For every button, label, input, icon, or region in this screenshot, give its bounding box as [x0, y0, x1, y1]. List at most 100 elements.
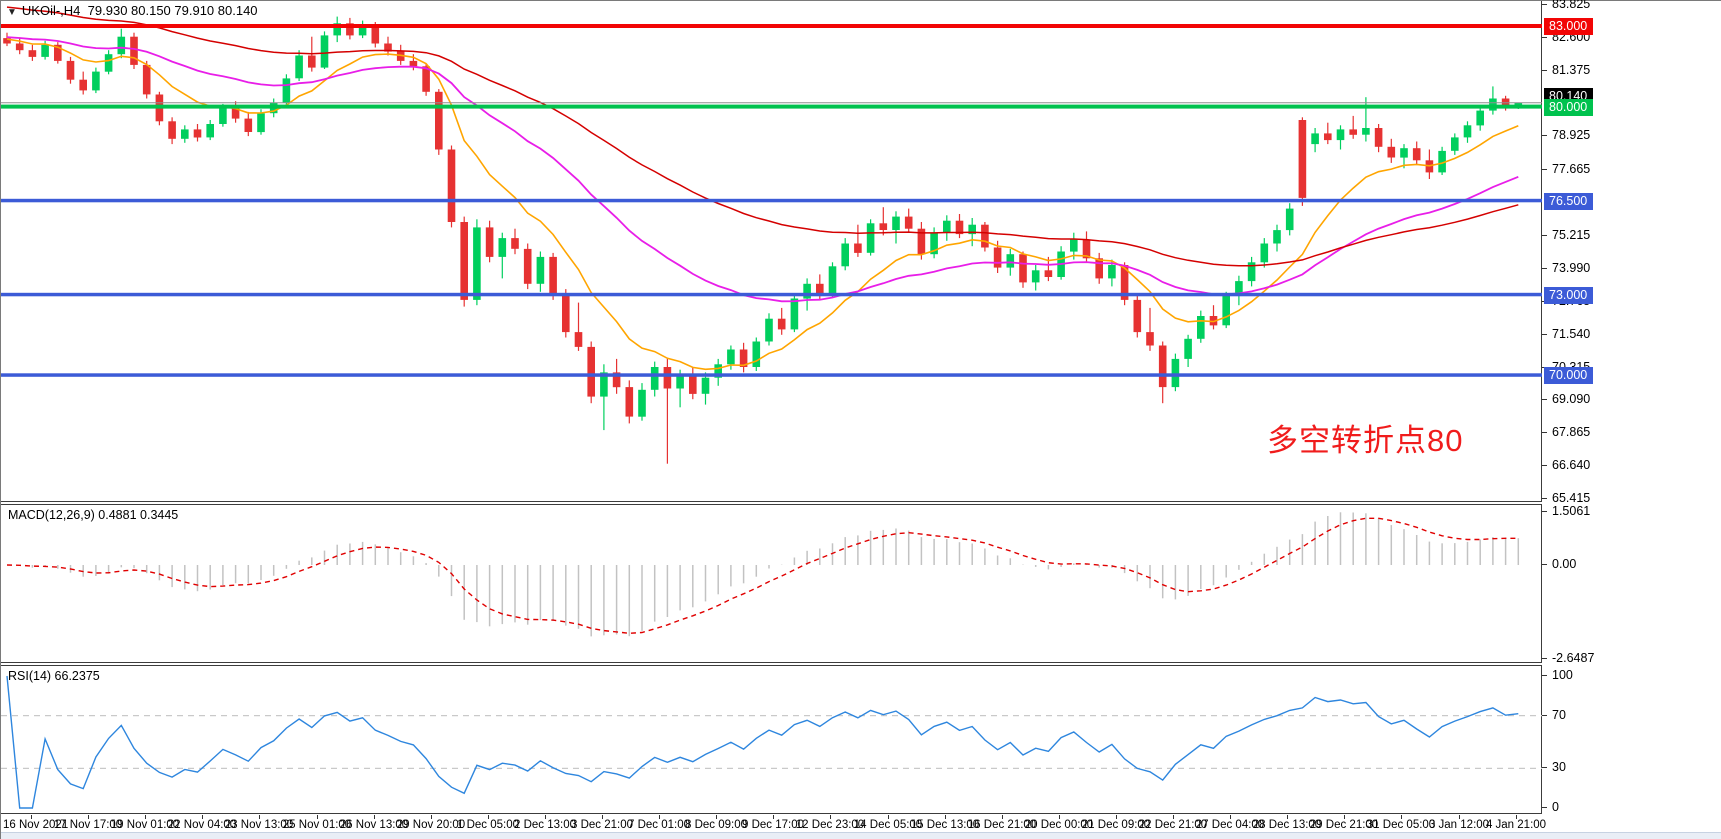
date-tick-mark: [716, 815, 717, 819]
price-panel[interactable]: ▼ UKOil-,H4 79.930 80.150 79.910 80.140 多…: [1, 1, 1542, 502]
price-tick-label: 69.090: [1552, 392, 1591, 406]
candle-body: [3, 38, 11, 44]
candle-body: [1209, 316, 1218, 326]
candle-body: [193, 129, 202, 138]
date-tick-label: 17 Nov 17:00: [53, 819, 123, 831]
price-tick-mark: [1542, 70, 1547, 71]
price-tick-label: 73.990: [1552, 261, 1591, 275]
macd-label: MACD(12,26,9) 0.4881 0.3445: [8, 508, 179, 522]
candle-body: [1171, 358, 1180, 388]
ohlc-quote-label: 79.930 80.150 79.910 80.140: [87, 3, 258, 18]
level-line-80.000[interactable]: [1, 104, 1542, 109]
date-tick-mark: [374, 815, 375, 819]
candle-body: [625, 387, 634, 417]
level-price-flag-83.000: 83.000: [1544, 18, 1594, 35]
candle-body: [422, 66, 430, 92]
rsi-tick-mark: [1542, 767, 1547, 768]
date-tick-label: 27 Dec 04:00: [1195, 819, 1265, 831]
date-tick-label: 15 Dec 13:00: [910, 819, 980, 831]
candle-body: [485, 227, 494, 257]
price-tick-label: 83.825: [1552, 0, 1591, 11]
candle-body: [1387, 146, 1396, 158]
candle-body: [447, 149, 456, 222]
date-tick-mark: [773, 815, 774, 819]
candle-body: [320, 35, 329, 68]
level-line-83.000[interactable]: [1, 24, 1542, 28]
candle-body: [1095, 258, 1103, 279]
candle-body: [1400, 148, 1408, 158]
candle-body: [396, 51, 405, 61]
date-tick-label: 25 Nov 01:00: [282, 819, 352, 831]
candle-body: [1298, 120, 1307, 198]
macd-chart-svg[interactable]: [1, 505, 1542, 662]
price-tick-label: 71.540: [1552, 327, 1591, 341]
candle-body: [409, 60, 418, 67]
date-tick-label: 26 Nov 13:00: [339, 819, 409, 831]
candle-body: [1362, 128, 1370, 135]
price-tick-mark: [1542, 268, 1547, 269]
symbol-dropdown-icon[interactable]: ▼: [7, 7, 17, 18]
macd-tick-label: -2.6487: [1552, 651, 1595, 665]
level-line-70.000[interactable]: [1, 373, 1542, 377]
date-tick-mark: [1516, 815, 1517, 819]
candle-body: [1082, 239, 1091, 259]
ma-slow-line: [6, 6, 1519, 267]
price-axis[interactable]: 83.825 82.600 81.375 78.925 77.665 75.215 73.9…: [1542, 0, 1721, 815]
candle-body: [435, 91, 443, 150]
date-tick-mark: [1116, 815, 1117, 819]
level-line-76.500[interactable]: [1, 198, 1542, 203]
date-tick-label: 12 Dec 23:00: [795, 819, 865, 831]
candle-body: [574, 332, 583, 347]
price-chart-svg[interactable]: [1, 1, 1542, 500]
date-tick-label: 1 Dec 05:00: [456, 819, 520, 831]
candle-body: [1019, 254, 1027, 283]
candle-body: [1031, 270, 1040, 283]
rsi-tick-label: 70: [1552, 708, 1566, 722]
date-tick-mark: [830, 815, 831, 819]
macd-panel[interactable]: MACD(12,26,9) 0.4881 0.3445: [1, 504, 1542, 663]
candle-body: [1374, 128, 1383, 147]
candle-body: [663, 367, 672, 389]
candle-body: [1247, 262, 1256, 282]
rsi-chart-svg[interactable]: [1, 666, 1542, 813]
date-tick-mark: [202, 815, 203, 819]
candle-body: [600, 372, 608, 397]
date-tick-label: 14 Dec 05:00: [853, 819, 923, 831]
rsi-panel[interactable]: RSI(14) 66.2375: [1, 665, 1542, 814]
candle-body: [371, 26, 380, 44]
date-tick-mark: [1459, 815, 1460, 819]
macd-tick-mark: [1542, 511, 1547, 512]
candle-body: [1184, 338, 1192, 359]
candle-body: [917, 228, 926, 255]
level-price-flag-80.000: 80.000: [1544, 99, 1594, 116]
date-tick-mark: [1401, 815, 1402, 819]
level-price-flag-70.000: 70.000: [1544, 367, 1594, 384]
candle-body: [1349, 129, 1357, 135]
candle-body: [168, 121, 176, 139]
trend-annotation: 多空转折点80: [1267, 423, 1464, 458]
date-tick-label: 2 Dec 13:00: [513, 819, 577, 831]
candle-body: [866, 223, 875, 253]
date-tick-label: 22 Nov 04:00: [167, 819, 237, 831]
candle-body: [1489, 98, 1497, 111]
candle-body: [15, 43, 24, 51]
candle-body: [1311, 133, 1319, 145]
date-tick-mark: [88, 815, 89, 819]
candle-body: [28, 50, 37, 57]
candle-body: [219, 107, 227, 124]
candle-body: [892, 216, 900, 230]
level-price-flag-73.000: 73.000: [1544, 287, 1594, 304]
rsi-tick-mark: [1542, 675, 1547, 676]
candle-body: [777, 318, 786, 330]
candle-body: [104, 54, 113, 72]
price-tick-label: 65.415: [1552, 491, 1591, 505]
price-tick-mark: [1542, 334, 1547, 335]
candle-body: [612, 372, 621, 388]
price-tick-mark: [1542, 135, 1547, 136]
candle-body: [460, 222, 468, 300]
candle-body: [714, 364, 722, 378]
level-line-73.000[interactable]: [1, 292, 1542, 297]
date-axis[interactable]: 16 Nov 2021 17 Nov 17:00 19 Nov 01:00 22 No…: [1, 815, 1721, 832]
candle-body: [1070, 239, 1078, 252]
